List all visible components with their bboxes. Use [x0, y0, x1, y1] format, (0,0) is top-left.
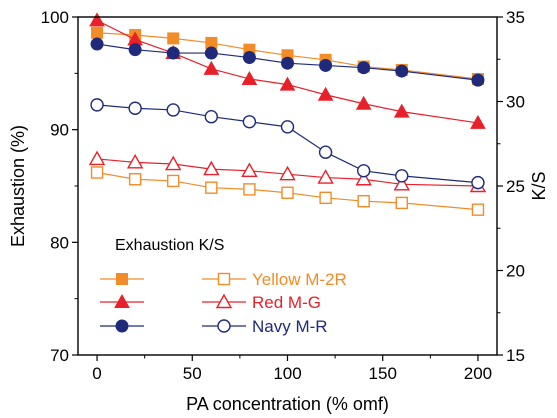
navy-exhaustion-point	[242, 51, 256, 65]
red-exhaustion-point	[89, 12, 105, 27]
yellow-ks-point	[243, 183, 256, 196]
y-right-tick-label: 30	[506, 93, 525, 112]
axes: 0 50 100 150 200 70 80 90 100 15 20 25 30 35 PA concen…	[8, 8, 549, 414]
red-ks-series	[88, 150, 487, 193]
navy-ks-point	[356, 164, 371, 178]
yellow-ks-series	[90, 166, 485, 216]
navy-ks-point	[471, 175, 485, 190]
x-tick-label: 100	[273, 364, 301, 383]
navy-exhaustion-point	[281, 56, 294, 70]
legend: Exhaustion K/S Yellow M-2R Red M-G Navy M-R	[100, 237, 347, 336]
y-left-tick-label: 90	[50, 121, 69, 140]
navy-exhaustion-point	[319, 58, 333, 72]
yellow-ks-point	[205, 181, 218, 194]
navy-ks-point	[128, 101, 142, 115]
navy-exhaustion-point	[357, 61, 371, 75]
red-exhaustion-point	[470, 114, 486, 129]
yellow-ks-point	[395, 196, 408, 210]
red-exhaustion-point	[241, 70, 258, 85]
legend-exhaustion-marker	[114, 293, 130, 308]
red-exhaustion-point	[317, 86, 334, 101]
red-ks-point	[203, 160, 220, 176]
yellow-exhaustion-line	[97, 32, 479, 80]
red-ks-point	[317, 169, 334, 184]
y-right-tick-label: 25	[506, 177, 525, 196]
plot-marks	[88, 12, 487, 216]
x-axis-title: PA concentration (% omf)	[186, 394, 389, 414]
red-exhaustion-point	[203, 60, 220, 75]
red-ks-point	[279, 165, 296, 181]
red-ks-point	[393, 175, 410, 191]
yellow-ks-line	[96, 171, 479, 211]
navy-exhaustion-point	[128, 43, 142, 57]
yellow-ks-point	[90, 166, 104, 179]
x-tick-label: 0	[92, 364, 101, 383]
legend-ks-marker	[217, 319, 231, 333]
navy-ks-line	[96, 104, 479, 184]
legend-exhaustion-marker	[116, 273, 128, 285]
navy-ks-series	[90, 98, 485, 190]
red-exhaustion-point	[393, 103, 410, 118]
navy-ks-point	[395, 169, 409, 183]
yellow-ks-point	[319, 191, 332, 205]
red-exhaustion-point	[355, 95, 372, 110]
navy-exhaustion-point	[90, 37, 104, 51]
yellow-ks-point	[281, 186, 294, 199]
y-left-tick-label: 80	[50, 233, 69, 252]
yellow-exhaustion-series	[91, 26, 484, 85]
legend-ks-marker	[217, 272, 231, 286]
y-right-tick-label: 15	[506, 346, 525, 365]
yellow-ks-point	[471, 203, 485, 216]
x-tick-label: 200	[464, 364, 492, 383]
red-ks-point	[355, 170, 372, 186]
navy-ks-point	[318, 145, 333, 159]
y-right-tick-label: 35	[506, 8, 525, 27]
red-exhaustion-series	[89, 12, 486, 129]
red-ks-point	[165, 155, 182, 171]
navy-ks-point	[90, 98, 104, 112]
yellow-ks-point	[357, 195, 370, 208]
legend-dye-label: Navy M-R	[252, 317, 328, 336]
navy-ks-point	[204, 110, 219, 124]
navy-exhaustion-line	[96, 43, 479, 81]
red-ks-point	[126, 153, 144, 169]
legend-header: Exhaustion K/S	[115, 237, 224, 254]
navy-ks-point	[166, 103, 180, 117]
red-exhaustion-point	[279, 76, 296, 91]
navy-ks-point	[280, 120, 295, 134]
red-ks-point	[241, 162, 258, 177]
y-right-axis-title: K/S	[529, 171, 549, 200]
y-left-tick-label: 70	[50, 346, 69, 365]
x-tick-label: 50	[183, 364, 202, 383]
navy-exhaustion-point	[204, 46, 218, 60]
yellow-exhaustion-point	[167, 32, 180, 45]
navy-exhaustion-point	[166, 46, 180, 60]
x-tick-label: 150	[369, 364, 397, 383]
y-left-tick-label: 100	[41, 8, 69, 27]
legend-exhaustion-marker	[115, 319, 129, 333]
yellow-ks-point	[128, 173, 142, 186]
red-exhaustion-line	[96, 19, 479, 124]
navy-exhaustion-point	[471, 73, 485, 87]
y-right-tick-label: 20	[506, 262, 525, 281]
navy-ks-point	[242, 115, 257, 129]
legend-dye-label: Red M-G	[252, 293, 321, 312]
navy-exhaustion-series	[90, 37, 485, 87]
y-left-axis-title: Exhaustion (%)	[8, 125, 28, 247]
yellow-exhaustion-point	[91, 26, 104, 39]
red-ks-line	[96, 158, 478, 187]
legend-ks-marker	[215, 293, 233, 309]
yellow-ks-point	[167, 174, 180, 188]
legend-dye-label: Yellow M-2R	[252, 270, 347, 289]
red-ks-point	[88, 150, 106, 166]
navy-exhaustion-point	[395, 64, 409, 78]
